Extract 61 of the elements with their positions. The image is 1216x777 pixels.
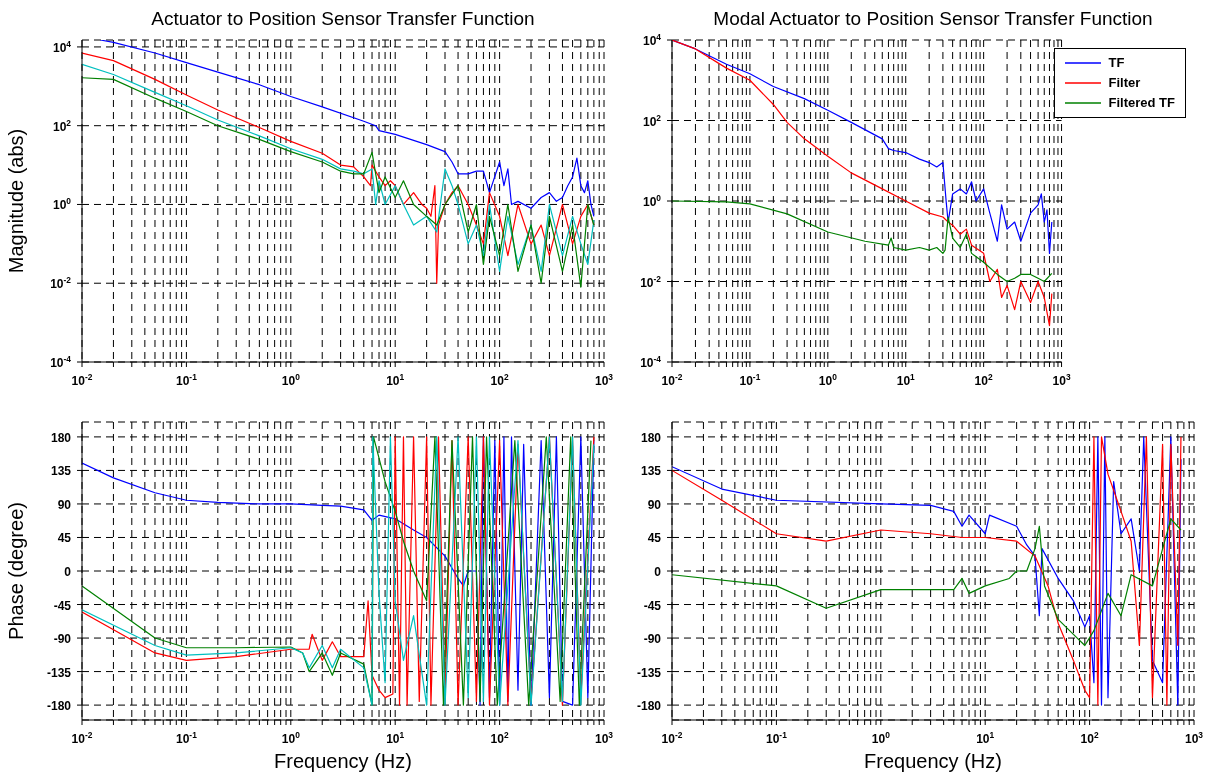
legend-label: Filtered TF <box>1108 94 1175 112</box>
y-tick-label: 10$^{-2}$ <box>50 275 72 292</box>
y-tick-label: -135 <box>46 665 72 680</box>
y-tick-label: 10$^{-4}$ <box>640 354 662 370</box>
y-tick-label: 90 <box>647 497 662 512</box>
y-tick-label: 90 <box>57 497 72 512</box>
y-tick-label: -135 <box>636 665 662 680</box>
x-tick-label: 10$^{-2}$ <box>71 730 93 746</box>
x-tick-label: 10$^{3}$ <box>594 730 614 746</box>
x-tick-label: 10$^{-1}$ <box>175 730 198 746</box>
y-tick-label: 45 <box>647 531 662 546</box>
x-tick-label: 10$^{-1}$ <box>175 372 198 388</box>
x-tick-label: 10$^{1}$ <box>976 730 995 746</box>
x-tick-label: 10$^{0}$ <box>871 730 891 746</box>
x-tick-label: 10$^{0}$ <box>281 730 301 746</box>
y-axis-title: Phase (degree) <box>5 502 28 640</box>
x-tick-label: 10$^{1}$ <box>896 372 916 388</box>
y-tick-label: 0 <box>64 565 72 579</box>
y-tick-label: 10$^{4}$ <box>52 38 72 55</box>
y-tick-label: 10$^{-4}$ <box>50 354 72 370</box>
y-axis-title: Magnitude (abs) <box>5 128 28 274</box>
x-tick-label: 10$^{-1}$ <box>765 730 788 746</box>
x-tick-label: 10$^{2}$ <box>974 372 993 388</box>
y-tick-label: 10$^{0}$ <box>642 193 662 209</box>
chart-title: Actuator to Position Sensor Transfer Function <box>150 8 536 31</box>
y-tick-label: 135 <box>640 464 662 479</box>
x-tick-label: 10$^{2}$ <box>490 730 509 746</box>
x-tick-label: 10$^{-2}$ <box>661 372 683 388</box>
y-tick-label: 10$^{2}$ <box>52 117 72 134</box>
y-tick-label: 135 <box>50 464 72 479</box>
x-tick-label: 10$^{-2}$ <box>71 372 93 388</box>
x-tick-label: 10$^{1}$ <box>386 730 405 746</box>
legend-label: TF <box>1108 54 1125 72</box>
y-tick-label: -90 <box>53 632 72 647</box>
y-tick-label: -90 <box>643 632 662 647</box>
legend-label: Filter <box>1108 74 1141 92</box>
y-tick-label: 10$^{0}$ <box>52 196 72 213</box>
y-tick-label: 10$^{4}$ <box>642 32 662 48</box>
y-tick-label: 45 <box>57 531 72 546</box>
x-tick-label: 10$^{2}$ <box>490 372 509 388</box>
y-tick-label: 180 <box>640 430 662 445</box>
y-tick-label: 180 <box>50 430 72 445</box>
y-tick-label: -45 <box>53 598 72 613</box>
x-tick-label: 10$^{-1}$ <box>739 372 761 388</box>
x-tick-label: 10$^{3}$ <box>594 372 614 388</box>
x-tick-label: 10$^{3}$ <box>1184 730 1204 746</box>
y-tick-label: -180 <box>636 699 662 714</box>
x-tick-label: 10$^{2}$ <box>1080 730 1099 746</box>
x-tick-label: 10$^{0}$ <box>818 372 838 388</box>
chart-title: Modal Actuator to Position Sensor Transfer Function <box>713 8 1153 29</box>
y-tick-label: 10$^{-2}$ <box>640 273 662 290</box>
y-tick-label: 0 <box>654 565 662 579</box>
x-tick-label: 10$^{0}$ <box>281 372 301 388</box>
y-tick-label: -45 <box>643 598 662 613</box>
x-tick-label: 10$^{1}$ <box>386 372 405 388</box>
x-tick-label: 10$^{3}$ <box>1052 372 1071 388</box>
y-tick-label: 10$^{2}$ <box>642 112 662 129</box>
x-tick-label: 10$^{-2}$ <box>661 730 683 746</box>
x-axis-title: Frequency (Hz) <box>274 750 412 772</box>
y-tick-label: -180 <box>46 699 72 714</box>
x-axis-title: Frequency (Hz) <box>864 750 1002 772</box>
